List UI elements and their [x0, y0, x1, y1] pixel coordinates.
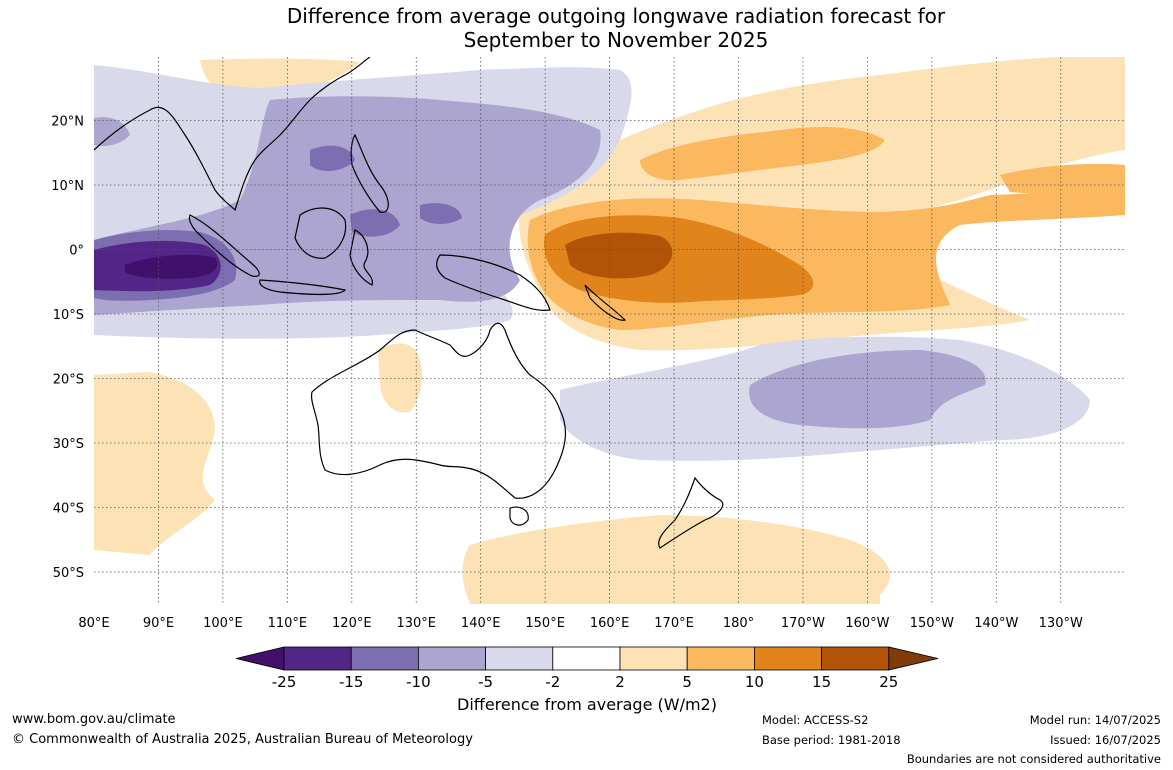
- longitude-label: 150°W: [910, 616, 954, 631]
- anomaly-region-orange-pale: [94, 372, 215, 555]
- new-caledonia-coastline: [584, 284, 627, 321]
- anomaly-region-purple-mid: [350, 209, 400, 237]
- asia-mainland-coastline: [94, 57, 371, 212]
- latitude-label: 20°N: [51, 115, 84, 130]
- longitude-label: 140°E: [461, 616, 501, 631]
- anomaly-region-purple-mid: [420, 203, 462, 224]
- colorbar-segment: [821, 646, 890, 671]
- latitude-labels: 20°N 10°N 0° 10°S 20°S 30°S 40°S 50°S: [51, 115, 84, 582]
- latitude-label: 30°S: [53, 437, 84, 452]
- longitude-label: 150°E: [525, 616, 565, 631]
- latitude-label: 10°N: [51, 179, 84, 194]
- longitude-label: 120°E: [332, 616, 372, 631]
- anomaly-region-purple-mid: [310, 145, 355, 172]
- model-run-text: Model run: 14/07/2025: [1029, 713, 1161, 727]
- latitude-label: 10°S: [53, 308, 84, 323]
- latitude-label: 20°S: [53, 373, 84, 388]
- philippines-coastline: [350, 133, 389, 213]
- colorbar-tick-label: -2: [545, 673, 560, 691]
- colorbar-label: Difference from average (W/m2): [457, 695, 717, 714]
- anomaly-region-purple-light: [94, 117, 130, 147]
- latitude-label: 40°S: [53, 502, 84, 517]
- chart-title: Difference from average outgoing longwav…: [0, 4, 1173, 52]
- anomaly-region-orange-light: [1000, 163, 1125, 195]
- website-text: www.bom.gov.au/climate: [12, 712, 176, 727]
- anomaly-region-orange-light: [640, 127, 885, 181]
- longitude-label: 160°E: [590, 616, 630, 631]
- colorbar-tick-label: 15: [812, 673, 831, 691]
- issued-text: Issued: 16/07/2025: [1050, 733, 1161, 747]
- colorbar-right-arrow: [888, 646, 939, 671]
- sulawesi-coastline: [349, 229, 373, 286]
- gridlines: [94, 57, 1125, 604]
- colorbar-left-arrow: [235, 646, 285, 671]
- longitude-label: 170°W: [781, 616, 825, 631]
- colorbar-tick-label: 2: [615, 673, 625, 691]
- colorbar-segment: [552, 646, 621, 671]
- title-line-2: September to November 2025: [463, 28, 769, 52]
- colorbar-tick-label: 5: [682, 673, 692, 691]
- longitude-label: 110°E: [268, 616, 308, 631]
- colorbar-tick-label: 10: [745, 673, 764, 691]
- colorbar-tick-label: -5: [478, 673, 493, 691]
- longitude-label: 100°E: [203, 616, 243, 631]
- base-period-text: Base period: 1981-2018: [762, 733, 901, 747]
- anomaly-region-orange-pale: [378, 343, 422, 413]
- anomaly-region-orange-dark: [565, 232, 673, 279]
- longitude-label: 170°E: [654, 616, 694, 631]
- colorbar-segment: [417, 646, 486, 671]
- colorbar-tick-label: -25: [272, 673, 297, 691]
- anomaly-region-purple-strong: [125, 254, 218, 279]
- sumatra-coastline: [188, 214, 260, 277]
- colorbar-tick-label: -15: [339, 673, 364, 691]
- title-line-1: Difference from average outgoing longwav…: [286, 4, 946, 28]
- anomaly-region-orange-pale: [462, 515, 890, 604]
- longitude-label: 80°E: [78, 616, 109, 631]
- colorbar-tick-label: 25: [879, 673, 898, 691]
- tasmania-coastline: [509, 506, 529, 526]
- new-zealand-coastline: [658, 476, 724, 549]
- colorbar-segment: [686, 646, 755, 671]
- latitude-label: 0°: [69, 244, 84, 259]
- longitude-label: 130°E: [396, 616, 436, 631]
- longitude-label: 140°W: [974, 616, 1018, 631]
- colorbar-tick-label: -10: [406, 673, 431, 691]
- longitude-label: 90°E: [143, 616, 174, 631]
- latitude-label: 50°S: [53, 566, 84, 581]
- borneo-coastline: [294, 207, 347, 259]
- coastlines: [94, 57, 724, 549]
- longitude-label: 160°W: [845, 616, 889, 631]
- anomaly-field: [94, 57, 1125, 604]
- colorbar-segment: [283, 646, 352, 671]
- colorbar: -25 -15 -10 -5 -2 2 5 10 15 25: [235, 646, 939, 691]
- model-text: Model: ACCESS-S2: [762, 713, 869, 727]
- australia-coastline: [310, 322, 566, 499]
- new-guinea-coastline: [436, 254, 551, 311]
- disclaimer-text: Boundaries are not considered authoritat…: [906, 752, 1161, 766]
- longitude-label: 180°: [723, 616, 754, 631]
- colorbar-segment: [619, 646, 688, 671]
- colorbar-segment: [485, 646, 554, 671]
- longitude-label: 130°W: [1039, 616, 1083, 631]
- longitude-labels: 80°E 90°E 100°E 110°E 120°E 130°E 140°E 150°E 16…: [78, 616, 1083, 631]
- colorbar-segment: [350, 646, 419, 671]
- colorbar-segment: [754, 646, 823, 671]
- copyright-text: © Commonwealth of Australia 2025, Austra…: [12, 732, 473, 747]
- java-coastline: [259, 279, 347, 295]
